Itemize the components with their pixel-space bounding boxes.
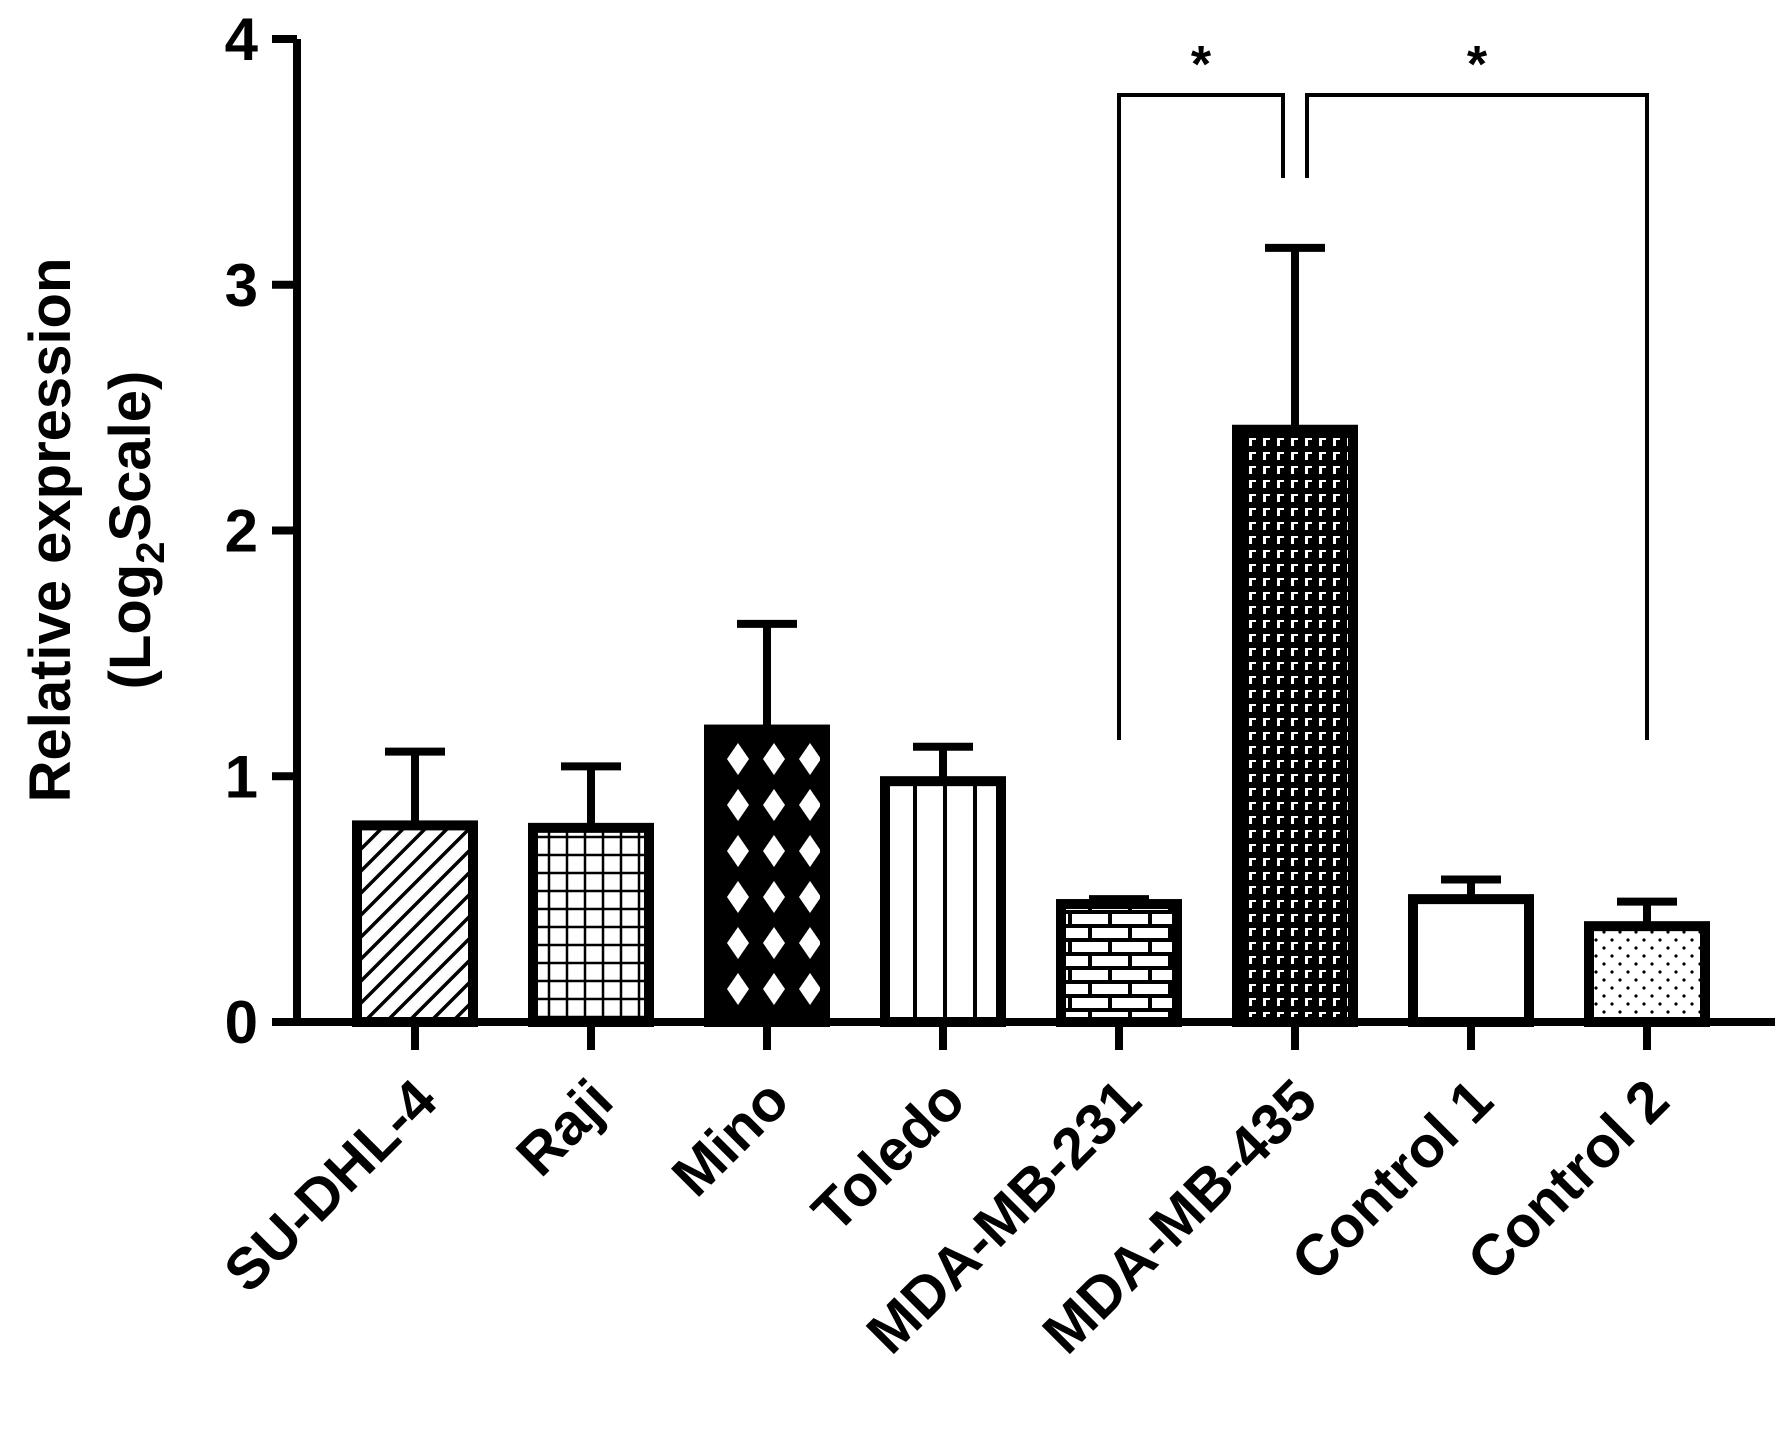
- bar-mino: [704, 724, 830, 1027]
- bar-mda-mb-435: [1232, 424, 1358, 1027]
- significance-bracket: [1305, 93, 1649, 740]
- y-tick-label: 1: [225, 743, 258, 810]
- x-tick-label: Raji: [504, 1067, 625, 1188]
- bar-toledo: [880, 776, 1006, 1027]
- bar-mda-mb-231: [1056, 899, 1182, 1027]
- x-tick-label: Mino: [660, 1067, 802, 1209]
- y-axis-title-line1: Relative expression: [18, 258, 83, 803]
- x-tick-label: Toledo: [800, 1067, 977, 1244]
- significance-star: *: [1467, 36, 1488, 94]
- y-tick-label: 3: [225, 252, 258, 319]
- y-axis-title-line2: (Log2Scale): [98, 371, 173, 690]
- significance-bracket: [1117, 93, 1285, 740]
- bar-control-2: [1584, 921, 1710, 1027]
- x-tick-label: SU-DHL-4: [212, 1067, 449, 1304]
- significance-star: *: [1191, 36, 1212, 94]
- y-tick-label: 0: [225, 989, 258, 1056]
- y-tick-label: 4: [225, 6, 259, 73]
- bar-raji: [528, 822, 654, 1027]
- y-tick-label: 2: [225, 498, 258, 565]
- bar-control-1: [1408, 894, 1534, 1027]
- bar-su-dhl-4: [352, 820, 478, 1028]
